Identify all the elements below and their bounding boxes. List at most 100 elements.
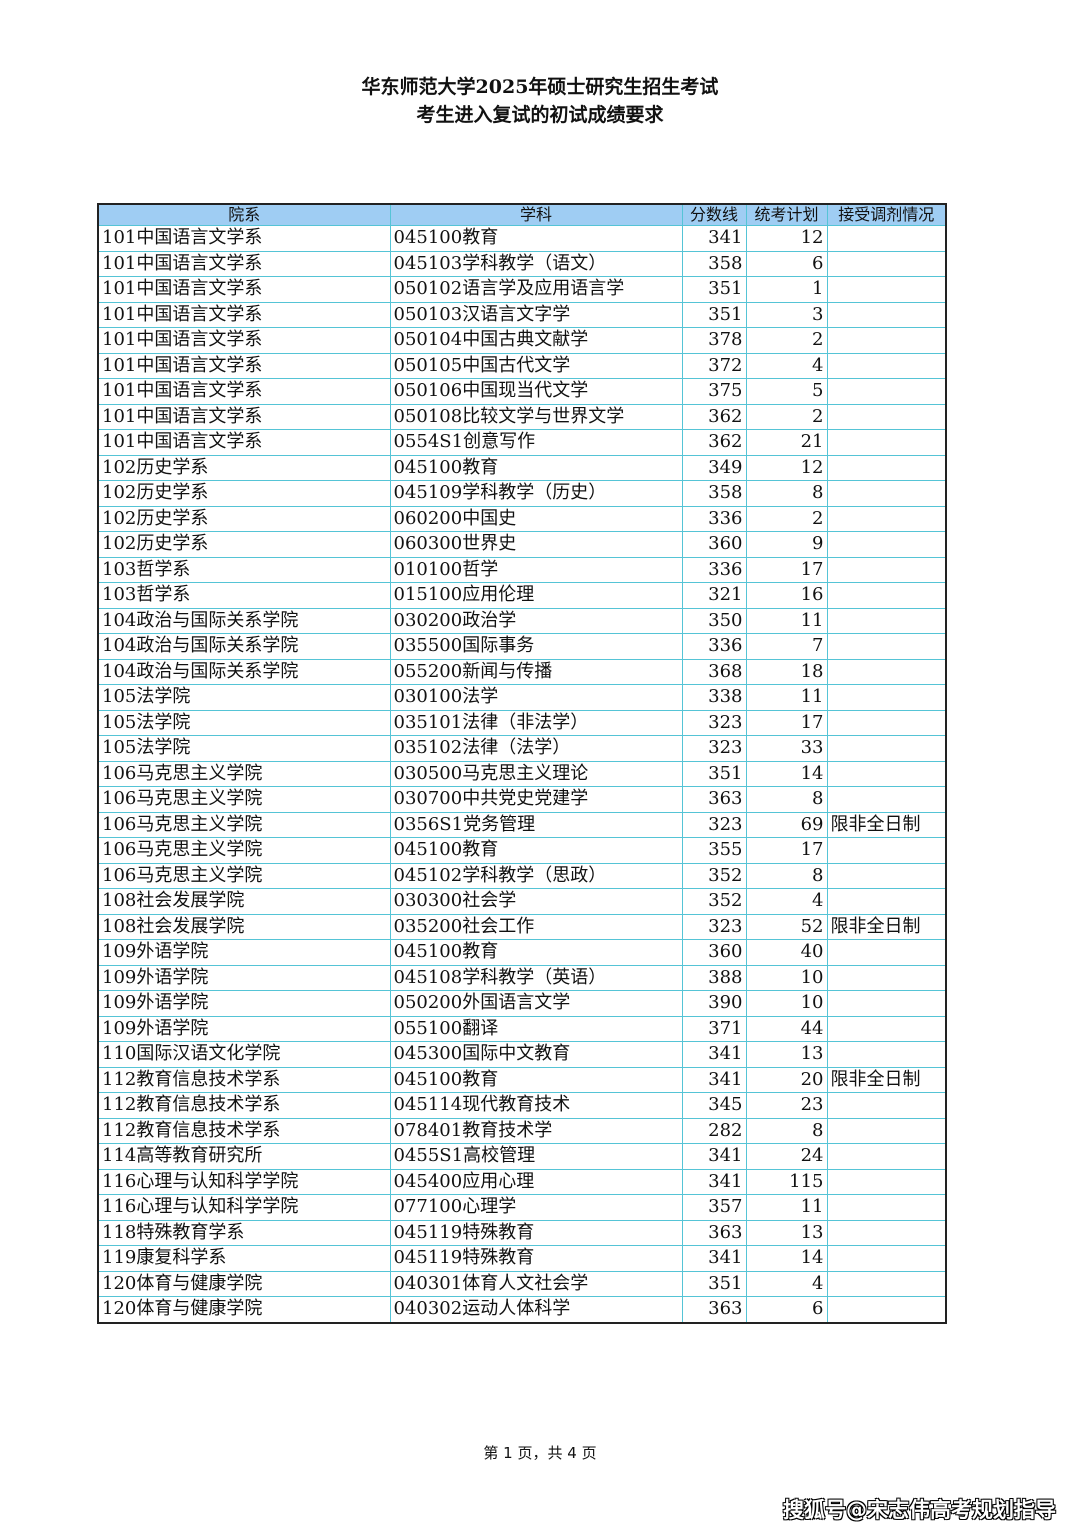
- cell-score-line: 362: [681, 429, 747, 456]
- cell-subject: 0455S1高校管理: [389, 1143, 683, 1170]
- cell-score-line: 388: [681, 964, 747, 991]
- cell-subject: 060200中国史: [389, 505, 683, 532]
- table-row: 102历史学系 060200中国史 336 2: [97, 505, 947, 532]
- table-row: 101中国语言文学系 0554S1创意写作 362 21: [97, 429, 947, 456]
- header-subject: 学科: [389, 203, 683, 226]
- table-row: 106马克思主义学院 0356S1党务管理 323 69 限非全日制: [97, 811, 947, 838]
- cell-plan: 17: [745, 709, 828, 736]
- cell-department: 120体育与健康学院: [97, 1270, 391, 1297]
- cell-adjustment: [826, 1041, 947, 1068]
- cell-adjustment: 限非全日制: [826, 913, 947, 940]
- cell-subject: 035200社会工作: [389, 913, 683, 940]
- cell-subject: 045109学科教学（历史）: [389, 480, 683, 507]
- table-row: 105法学院 035102法律（法学） 323 33: [97, 735, 947, 762]
- cell-adjustment: [826, 1015, 947, 1042]
- table-row: 104政治与国际关系学院 035500国际事务 336 7: [97, 633, 947, 660]
- cell-score-line: 363: [681, 786, 747, 813]
- cell-department: 101中国语言文学系: [97, 403, 391, 430]
- cell-adjustment: [826, 862, 947, 889]
- cell-department: 102历史学系: [97, 531, 391, 558]
- cell-adjustment: [826, 888, 947, 915]
- cell-subject: 030300社会学: [389, 888, 683, 915]
- cell-score-line: 336: [681, 633, 747, 660]
- cell-adjustment: [826, 556, 947, 583]
- table-row: 120体育与健康学院 040301体育人文社会学 351 4: [97, 1270, 947, 1297]
- cell-plan: 5: [745, 378, 828, 405]
- cell-plan: 18: [745, 658, 828, 685]
- table-row: 103哲学系 010100哲学 336 17: [97, 556, 947, 583]
- cell-subject: 010100哲学: [389, 556, 683, 583]
- cell-score-line: 351: [681, 1270, 747, 1297]
- table-row: 103哲学系 015100应用伦理 321 16: [97, 582, 947, 609]
- cell-subject: 050106中国现当代文学: [389, 378, 683, 405]
- cell-plan: 52: [745, 913, 828, 940]
- cell-score-line: 336: [681, 556, 747, 583]
- cell-score-line: 341: [681, 1041, 747, 1068]
- cell-score-line: 352: [681, 888, 747, 915]
- cell-plan: 2: [745, 327, 828, 354]
- cell-subject: 045108学科教学（英语）: [389, 964, 683, 991]
- table-row: 109外语学院 045100教育 360 40: [97, 939, 947, 966]
- cell-subject: 030500马克思主义理论: [389, 760, 683, 787]
- cell-score-line: 341: [681, 1066, 747, 1093]
- cell-score-line: 338: [681, 684, 747, 711]
- cell-department: 120体育与健康学院: [97, 1296, 391, 1323]
- cell-department: 101中国语言文学系: [97, 225, 391, 252]
- cell-score-line: 378: [681, 327, 747, 354]
- table-row: 116心理与认知科学学院 045400应用心理 341 115: [97, 1168, 947, 1195]
- cell-adjustment: [826, 1245, 947, 1272]
- cell-subject: 060300世界史: [389, 531, 683, 558]
- cell-subject: 030700中共党史党建学: [389, 786, 683, 813]
- cell-plan: 14: [745, 760, 828, 787]
- cell-score-line: 341: [681, 1245, 747, 1272]
- cell-subject: 050200外国语言文学: [389, 990, 683, 1017]
- cell-adjustment: [826, 684, 947, 711]
- table-row: 104政治与国际关系学院 055200新闻与传播 368 18: [97, 658, 947, 685]
- cell-adjustment: [826, 939, 947, 966]
- cell-subject: 050104中国古典文献学: [389, 327, 683, 354]
- cell-adjustment: [826, 250, 947, 277]
- header-adjustment: 接受调剂情况: [826, 203, 947, 226]
- cell-plan: 4: [745, 352, 828, 379]
- cell-plan: 10: [745, 964, 828, 991]
- cell-adjustment: 限非全日制: [826, 811, 947, 838]
- cell-plan: 12: [745, 454, 828, 481]
- cell-department: 105法学院: [97, 684, 391, 711]
- cell-department: 103哲学系: [97, 556, 391, 583]
- table-row: 112教育信息技术学系 078401教育技术学 282 8: [97, 1117, 947, 1144]
- cell-adjustment: [826, 480, 947, 507]
- cell-score-line: 341: [681, 1168, 747, 1195]
- cell-subject: 045119特殊教育: [389, 1245, 683, 1272]
- cell-plan: 8: [745, 1117, 828, 1144]
- cell-subject: 050108比较文学与世界文学: [389, 403, 683, 430]
- cell-subject: 040302运动人体科学: [389, 1296, 683, 1323]
- cell-subject: 030100法学: [389, 684, 683, 711]
- cell-adjustment: [826, 990, 947, 1017]
- cell-department: 106马克思主义学院: [97, 862, 391, 889]
- cell-adjustment: [826, 1092, 947, 1119]
- cell-department: 104政治与国际关系学院: [97, 658, 391, 685]
- cell-adjustment: [826, 1270, 947, 1297]
- cell-score-line: 360: [681, 939, 747, 966]
- cell-adjustment: [826, 327, 947, 354]
- cell-score-line: 351: [681, 301, 747, 328]
- cell-plan: 40: [745, 939, 828, 966]
- cell-plan: 44: [745, 1015, 828, 1042]
- cell-score-line: 358: [681, 480, 747, 507]
- cell-department: 101中国语言文学系: [97, 429, 391, 456]
- cell-score-line: 363: [681, 1219, 747, 1246]
- cell-score-line: 341: [681, 1143, 747, 1170]
- table-row: 118特殊教育学系 045119特殊教育 363 13: [97, 1219, 947, 1246]
- cell-department: 101中国语言文学系: [97, 327, 391, 354]
- cell-score-line: 362: [681, 403, 747, 430]
- cell-department: 109外语学院: [97, 964, 391, 991]
- cell-score-line: 341: [681, 225, 747, 252]
- cell-score-line: 375: [681, 378, 747, 405]
- table-row: 108社会发展学院 030300社会学 352 4: [97, 888, 947, 915]
- table-row: 101中国语言文学系 050104中国古典文献学 378 2: [97, 327, 947, 354]
- cell-subject: 050105中国古代文学: [389, 352, 683, 379]
- cell-plan: 11: [745, 607, 828, 634]
- cell-subject: 045119特殊教育: [389, 1219, 683, 1246]
- cell-department: 108社会发展学院: [97, 913, 391, 940]
